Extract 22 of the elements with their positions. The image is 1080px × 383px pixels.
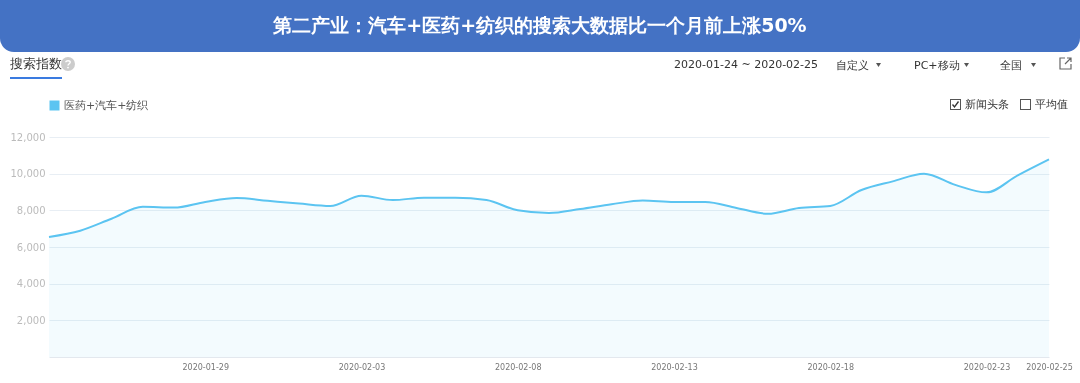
text: 搜索指数 <box>10 55 62 79</box>
x-tick-label: 2020-02-08 <box>495 362 542 372</box>
x-tick-label: 2020-02-03 <box>338 362 386 372</box>
text: 自定义 <box>836 58 869 73</box>
text: 全国 <box>1000 58 1022 73</box>
x-tick-label: 2020-01-29 <box>182 362 229 372</box>
y-tick-label: 4,000 <box>16 278 46 290</box>
chart-title: 第二产业：汽车+医药+纺织的搜索大数据比一个月前上涨50% <box>0 0 1080 52</box>
text: 新闻头条 <box>965 97 1009 112</box>
x-tick-label: 2020-02-18 <box>807 362 854 372</box>
text: 平均值 <box>1035 97 1068 112</box>
text: PC+移动 <box>914 58 960 73</box>
y-tick-label: 10,000 <box>10 168 46 180</box>
legend-label: 医药+汽车+纺织 <box>64 98 149 112</box>
x-tick-label: 2020-02-23 <box>963 362 1011 372</box>
text: 2020-01-24 ~ 2020-02-25 <box>674 58 819 71</box>
y-tick-label: 2,000 <box>16 314 46 326</box>
x-tick-label: 2020-02-13 <box>651 362 698 372</box>
x-tick-label: 2020-02-25 <box>1026 362 1073 372</box>
y-tick-label: 8,000 <box>16 204 46 216</box>
y-tick-label: 6,000 <box>16 241 46 253</box>
y-tick-label: 12,000 <box>10 131 46 143</box>
